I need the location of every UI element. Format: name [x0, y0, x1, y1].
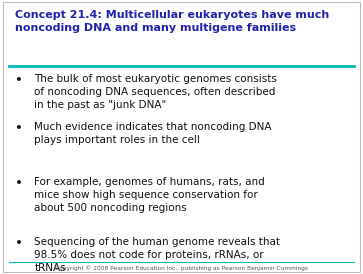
Text: •: •	[15, 122, 23, 135]
Text: •: •	[15, 177, 23, 190]
Text: The bulk of most eukaryotic genomes consists
of noncoding DNA sequences, often d: The bulk of most eukaryotic genomes cons…	[34, 74, 277, 110]
Text: Copyright © 2008 Pearson Education Inc., publishing as Pearson Benjamin Cummings: Copyright © 2008 Pearson Education Inc.,…	[55, 265, 308, 271]
Text: •: •	[15, 74, 23, 87]
Text: Sequencing of the human genome reveals that
98.5% does not code for proteins, rR: Sequencing of the human genome reveals t…	[34, 237, 281, 273]
Text: For example, genomes of humans, rats, and
mice show high sequence conservation f: For example, genomes of humans, rats, an…	[34, 177, 265, 213]
Text: •: •	[15, 237, 23, 250]
FancyBboxPatch shape	[3, 2, 360, 272]
Text: Concept 21.4: Multicellular eukaryotes have much
noncoding DNA and many multigen: Concept 21.4: Multicellular eukaryotes h…	[15, 10, 329, 33]
Text: Much evidence indicates that noncoding DNA
plays important roles in the cell: Much evidence indicates that noncoding D…	[34, 122, 272, 145]
